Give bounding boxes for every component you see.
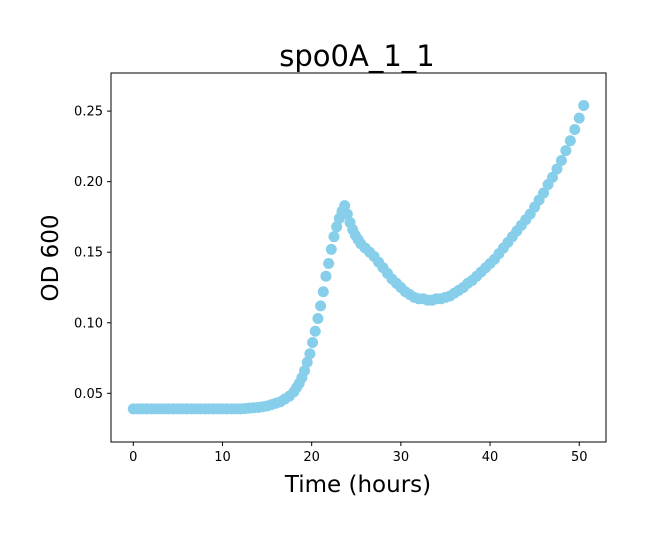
data-point [564, 135, 576, 147]
data-point [578, 99, 590, 111]
data-point [301, 356, 313, 368]
y-axis-label: OD 600 [38, 214, 64, 301]
data-point [546, 171, 558, 183]
x-axis: 0 10 20 30 40 50 [129, 442, 588, 465]
data-point [317, 286, 329, 298]
data-point [323, 257, 335, 269]
x-axis-label: Time (hours) [284, 472, 431, 498]
data-point [555, 154, 567, 166]
data-point [307, 337, 319, 349]
plot-frame [110, 72, 607, 443]
y-tick-label: 0.25 [74, 105, 103, 120]
data-point [320, 270, 332, 282]
data-point [538, 187, 550, 199]
data-point [328, 231, 340, 243]
x-tick-label: 0 [129, 450, 137, 465]
data-point [569, 123, 581, 135]
chart-title: spo0A_1_1 [279, 39, 434, 73]
y-axis: 0.05 0.10 0.15 0.20 0.25 [74, 105, 111, 402]
data-point [331, 221, 343, 233]
y-tick-label: 0.15 [74, 246, 103, 261]
data-point [573, 112, 585, 124]
data-point [312, 313, 324, 325]
x-tick-label: 10 [214, 450, 231, 465]
data-points [127, 99, 590, 415]
data-point [315, 300, 327, 312]
data-point [304, 348, 316, 360]
x-tick-label: 20 [303, 450, 320, 465]
data-point [339, 200, 351, 212]
data-point [309, 325, 321, 337]
plot-border [110, 72, 607, 443]
data-point [560, 145, 572, 157]
x-tick-label: 30 [393, 450, 410, 465]
data-point [341, 208, 353, 220]
y-tick-label: 0.20 [74, 175, 103, 190]
y-tick-label: 0.05 [74, 387, 103, 402]
x-tick-label: 40 [482, 450, 499, 465]
data-point [299, 365, 311, 377]
data-point [551, 163, 563, 175]
x-tick-label: 50 [571, 450, 588, 465]
y-tick-label: 0.10 [74, 316, 103, 331]
data-point [325, 243, 337, 255]
